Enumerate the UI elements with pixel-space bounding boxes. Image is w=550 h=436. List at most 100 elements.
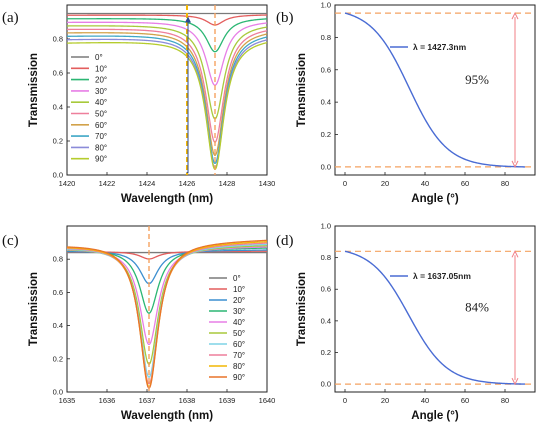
y-tick-label: 0.6 (53, 69, 63, 78)
y-tick-label: 0.2 (53, 137, 63, 146)
y-axis-label: Transmission (28, 53, 40, 127)
legend-label: 80° (95, 143, 107, 152)
legend-label: 60° (95, 121, 107, 130)
x-tick-label: 1636 (99, 396, 116, 405)
percentage-annotation: 84% (465, 300, 489, 315)
plot-frame (66, 225, 268, 393)
plot-frame (66, 4, 268, 176)
x-tick-label: 1639 (219, 396, 236, 405)
legend-label: 40° (95, 98, 107, 107)
series-line-7 (67, 35, 267, 165)
x-tick-label: 40 (421, 179, 429, 188)
y-tick-label: 0.6 (53, 288, 63, 297)
series-line-1 (67, 14, 267, 26)
y-tick-label: 0.8 (321, 33, 331, 42)
x-axis-label: Angle (°) (411, 193, 459, 205)
series-line-8 (67, 38, 267, 169)
panel-a: 1420 1422 1424 1426 1428 1430 0.0 0.2 0.4 0.6 0.8 W… (2, 4, 275, 205)
legend-label: 90° (95, 155, 107, 164)
x-tick-label: 1424 (139, 179, 156, 188)
series-line-4 (67, 25, 267, 120)
legend-label: 20° (233, 296, 245, 305)
x-axis-label: Angle (°) (411, 410, 459, 422)
legend-label: λ = 1637.05nm (413, 271, 471, 281)
y-tick-label: 0.0 (321, 380, 331, 389)
span-arrow-top (511, 250, 519, 258)
x-tick-label: 1640 (259, 396, 276, 405)
y-tick-label: 0.6 (321, 65, 331, 74)
y-tick-label: 0.0 (53, 171, 63, 180)
plot-frame (334, 4, 536, 176)
y-tick-label: 0.8 (321, 253, 331, 262)
plot-area (67, 226, 267, 392)
x-tick-label: 80 (501, 179, 509, 188)
legend-label: λ = 1427.3nm (413, 42, 467, 52)
y-tick-label: 0.4 (321, 98, 331, 107)
angle-curve (344, 250, 526, 385)
span-arrow-bottom (511, 160, 519, 169)
legend-label: 30° (233, 307, 245, 316)
y-tick-label: 0.0 (321, 162, 331, 171)
panel-label: (b) (276, 10, 294, 26)
legend-label: 60° (233, 340, 245, 349)
y-axis-label: Transmission (296, 272, 308, 346)
panel-b: 0 20 40 60 80 0.0 0.2 0.4 0.6 0.8 1.0 Angle (°) Tran… (276, 1, 536, 205)
x-tick-label: 1422 (99, 179, 116, 188)
legend-label: 50° (233, 329, 245, 338)
x-axis-label: Wavelength (nm) (121, 193, 213, 205)
x-tick-label: 1426 (179, 179, 196, 188)
panel-d: 0 20 40 60 80 0.0 0.2 0.4 0.6 0.8 1.0 Angle (°) Tran… (276, 222, 536, 422)
legend-label: 80° (233, 362, 245, 371)
series-line-3 (67, 21, 267, 86)
legend-label: 20° (95, 76, 107, 85)
y-tick-label: 0.6 (321, 285, 331, 294)
y-tick-label: 0.2 (321, 348, 331, 357)
legend-label: 50° (95, 110, 107, 119)
panel-label: (a) (2, 10, 19, 26)
series-line-6 (67, 32, 267, 156)
panel-label: (d) (276, 233, 294, 249)
x-tick-label: 1637 (139, 396, 156, 405)
percentage-annotation: 95% (465, 72, 489, 87)
legend-label: 10° (233, 285, 245, 294)
drop-arrow-head (185, 16, 191, 23)
span-arrow-top (511, 11, 519, 20)
y-tick-label: 0.8 (53, 255, 63, 264)
y-tick-label: 0.0 (53, 388, 63, 397)
panel-label: (c) (2, 233, 19, 249)
plot-frame (334, 225, 536, 393)
y-tick-label: 1.0 (321, 1, 331, 10)
x-tick-label: 60 (461, 179, 469, 188)
y-tick-label: 1.0 (321, 222, 331, 231)
angle-curve (344, 12, 526, 168)
legend-label: 0° (233, 274, 241, 283)
y-tick-label: 0.4 (53, 103, 63, 112)
legend-label: 70° (233, 351, 245, 360)
legend-label: 40° (233, 318, 245, 327)
legend-label: 30° (95, 87, 107, 96)
span-arrow-bottom (511, 377, 519, 386)
y-axis-label: Transmission (28, 272, 40, 346)
legend-label: 70° (95, 132, 107, 141)
x-tick-label: 0 (343, 396, 347, 405)
x-tick-label: 0 (343, 179, 347, 188)
series-line-5 (67, 28, 267, 143)
legend-label: 0° (95, 53, 103, 62)
x-tick-label: 1638 (179, 396, 196, 405)
x-tick-label: 1635 (59, 396, 76, 405)
y-axis-label: Transmission (296, 53, 308, 127)
series-line-2 (67, 18, 267, 53)
x-tick-label: 20 (381, 396, 389, 405)
series-line-9 (67, 42, 267, 170)
legend-label: 10° (95, 64, 107, 73)
legend-label: 90° (233, 373, 245, 382)
plot-area (67, 5, 267, 175)
x-tick-label: 80 (501, 396, 509, 405)
y-tick-label: 0.2 (53, 354, 63, 363)
y-tick-label: 0.4 (53, 321, 63, 330)
y-tick-label: 0.2 (321, 130, 331, 139)
y-tick-label: 0.4 (321, 316, 331, 325)
x-tick-label: 40 (421, 396, 429, 405)
x-tick-label: 60 (461, 396, 469, 405)
